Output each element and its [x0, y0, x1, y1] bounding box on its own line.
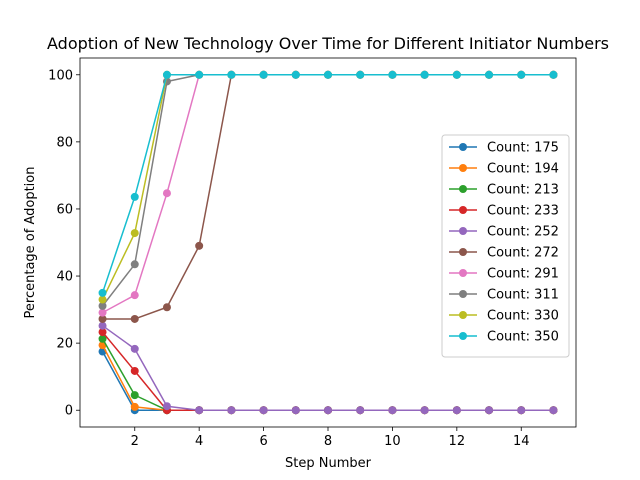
x-tick-label: 10: [384, 434, 401, 449]
x-axis-label: Step Number: [285, 456, 372, 471]
legend-marker: [459, 269, 467, 277]
x-tick-label: 14: [513, 434, 530, 449]
data-point: [517, 70, 526, 79]
data-point: [130, 366, 139, 375]
data-point: [162, 189, 171, 198]
legend-label: Count: 233: [487, 204, 559, 219]
data-point: [98, 301, 107, 310]
y-tick-label: 20: [56, 337, 73, 352]
x-tick-label: 6: [259, 434, 267, 449]
legend-marker: [459, 290, 467, 298]
data-point: [98, 295, 107, 304]
x-tick-label: 2: [131, 434, 139, 449]
data-point: [98, 334, 107, 343]
legend-marker: [459, 206, 467, 214]
legend-label: Count: 330: [487, 309, 559, 324]
data-point: [388, 406, 397, 415]
x-tick-label: 4: [195, 434, 203, 449]
data-point: [195, 406, 204, 415]
y-tick-label: 80: [56, 135, 73, 150]
legend-label: Count: 175: [487, 141, 559, 156]
data-point: [130, 229, 139, 238]
data-point: [130, 291, 139, 300]
data-point: [259, 70, 268, 79]
data-point: [130, 391, 139, 400]
data-point: [130, 192, 139, 201]
legend-box: [441, 134, 570, 358]
data-point: [98, 288, 107, 297]
legend-marker: [459, 311, 467, 319]
y-tick-label: 100: [48, 68, 73, 83]
y-tick-label: 0: [65, 404, 73, 419]
legend-marker: [459, 248, 467, 256]
data-point: [420, 406, 429, 415]
data-point: [485, 406, 494, 415]
legend-marker: [459, 164, 467, 172]
data-point: [98, 314, 107, 323]
data-point: [259, 406, 268, 415]
plot-area: 2 4 6 8 10 12 14 0 20 40 60 80 100: [48, 57, 577, 449]
data-point: [420, 70, 429, 79]
legend-label: Count: 213: [487, 183, 559, 198]
x-tick-label: 8: [324, 434, 332, 449]
legend-label: Count: 311: [487, 288, 559, 303]
data-point: [162, 303, 171, 312]
data-point: [388, 70, 397, 79]
data-point: [98, 321, 107, 330]
data-point: [227, 70, 236, 79]
data-point: [356, 406, 365, 415]
data-point: [324, 406, 332, 415]
legend-marker: [459, 185, 467, 193]
chart-title: Adoption of New Technology Over Time for…: [47, 34, 609, 53]
data-point: [485, 70, 494, 79]
legend-label: Count: 291: [487, 267, 559, 282]
data-point: [291, 406, 300, 415]
x-tick-label: 12: [449, 434, 466, 449]
data-point: [452, 70, 461, 79]
data-point: [356, 70, 365, 79]
data-point: [549, 406, 558, 415]
data-point: [130, 260, 139, 269]
legend-label: Count: 252: [487, 225, 559, 240]
legend-label: Count: 194: [487, 162, 559, 177]
data-point: [98, 308, 107, 317]
data-point: [130, 314, 139, 323]
legend-marker: [459, 143, 467, 151]
data-point: [162, 402, 171, 411]
data-point: [195, 70, 204, 79]
data-point: [98, 328, 107, 337]
data-point: [162, 70, 171, 79]
legend-label: Count: 350: [487, 330, 559, 345]
data-point: [517, 406, 526, 415]
legend-marker: [459, 332, 467, 340]
data-point: [452, 406, 461, 415]
legend-label: Count: 272: [487, 246, 559, 261]
data-point: [195, 241, 204, 250]
y-tick-label: 40: [56, 270, 73, 285]
series-line-0: [101, 351, 554, 411]
data-point: [324, 70, 332, 79]
data-point: [130, 402, 139, 411]
y-axis-label: Percentage of Adoption: [23, 167, 38, 319]
data-point: [227, 406, 236, 415]
y-tick-label: 60: [56, 202, 73, 217]
legend: Count: 175 Count: 194 Count: 213 Count: 233…: [441, 134, 570, 358]
data-point: [130, 344, 139, 353]
legend-marker: [459, 227, 467, 235]
data-point: [291, 70, 300, 79]
data-point: [549, 70, 558, 79]
